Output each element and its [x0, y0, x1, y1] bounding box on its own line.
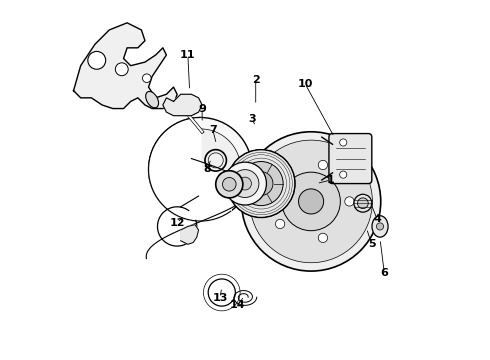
Circle shape: [227, 150, 295, 217]
Ellipse shape: [146, 91, 159, 108]
Text: 10: 10: [297, 78, 313, 89]
Ellipse shape: [354, 194, 372, 212]
Circle shape: [340, 139, 347, 146]
Circle shape: [345, 197, 354, 206]
Circle shape: [115, 63, 128, 76]
Circle shape: [318, 160, 328, 170]
Circle shape: [223, 162, 267, 205]
Circle shape: [242, 132, 381, 271]
Text: 2: 2: [252, 75, 260, 85]
Text: 3: 3: [248, 114, 256, 124]
Circle shape: [290, 180, 332, 222]
Text: 1: 1: [327, 175, 335, 185]
Circle shape: [239, 177, 251, 190]
Circle shape: [250, 140, 372, 263]
Polygon shape: [74, 23, 177, 109]
Circle shape: [88, 51, 106, 69]
Text: 13: 13: [212, 293, 228, 303]
Ellipse shape: [358, 198, 368, 208]
Polygon shape: [163, 94, 202, 116]
Circle shape: [222, 177, 236, 191]
FancyBboxPatch shape: [329, 134, 372, 184]
Circle shape: [298, 189, 323, 214]
Text: 6: 6: [380, 268, 388, 278]
Text: 11: 11: [180, 50, 196, 60]
Text: 14: 14: [230, 300, 245, 310]
Text: 9: 9: [198, 104, 206, 113]
Circle shape: [376, 223, 384, 230]
Text: 5: 5: [368, 239, 376, 249]
Text: 12: 12: [170, 218, 185, 228]
Circle shape: [340, 171, 347, 178]
Circle shape: [239, 162, 283, 206]
Ellipse shape: [372, 216, 388, 237]
Circle shape: [216, 171, 243, 198]
Text: 7: 7: [209, 125, 217, 135]
Circle shape: [249, 172, 273, 195]
Circle shape: [318, 233, 328, 243]
Circle shape: [275, 174, 285, 184]
Circle shape: [143, 74, 151, 82]
Polygon shape: [181, 225, 198, 244]
Text: 8: 8: [204, 164, 211, 174]
Circle shape: [275, 219, 285, 229]
Circle shape: [148, 117, 252, 221]
Circle shape: [282, 172, 341, 231]
Circle shape: [160, 129, 241, 210]
Circle shape: [231, 170, 259, 198]
Text: 4: 4: [373, 214, 381, 224]
